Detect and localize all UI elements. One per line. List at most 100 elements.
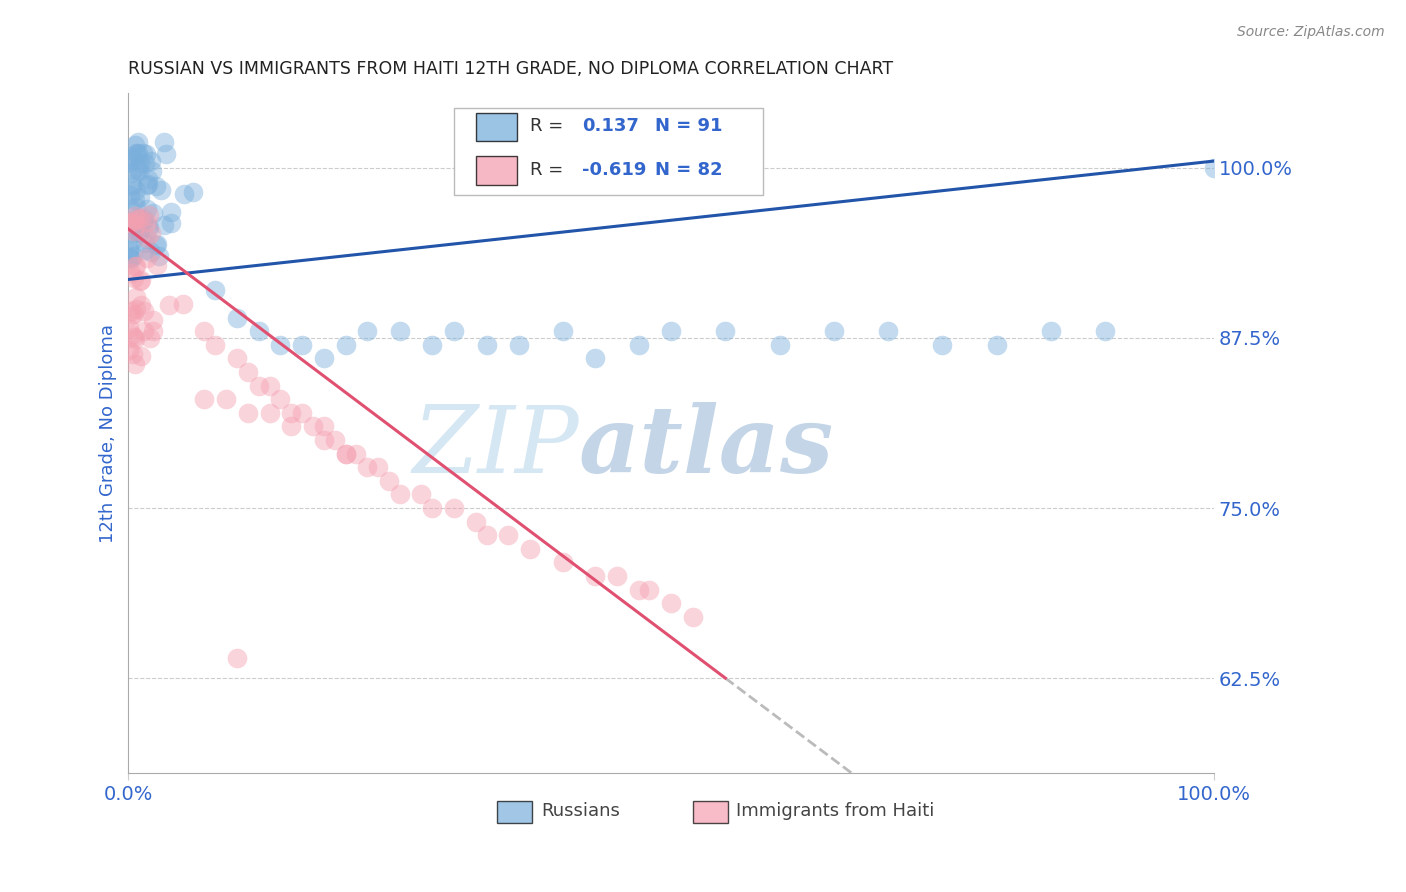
Y-axis label: 12th Grade, No Diploma: 12th Grade, No Diploma [100, 324, 117, 542]
Point [118, 154, 141, 169]
Point [388, 324, 411, 338]
Point [121, 179, 143, 194]
Text: RUSSIAN VS IMMIGRANTS FROM HAITI 12TH GRADE, NO DIPLOMA CORRELATION CHART: RUSSIAN VS IMMIGRANTS FROM HAITI 12TH GR… [128, 60, 894, 78]
Point [145, 238, 167, 252]
FancyBboxPatch shape [475, 156, 517, 185]
Point [124, 216, 146, 230]
Point [160, 216, 183, 230]
Point [344, 447, 367, 461]
Point [120, 252, 142, 266]
Point [145, 179, 167, 194]
Point [768, 337, 790, 351]
Point [335, 447, 357, 461]
Point [139, 153, 162, 168]
Point [146, 258, 169, 272]
Point [139, 227, 162, 241]
Point [134, 235, 156, 250]
Point [323, 433, 346, 447]
Point [118, 214, 141, 228]
Text: R =: R = [530, 118, 564, 136]
Point [141, 324, 163, 338]
Point [124, 214, 146, 228]
Point [127, 216, 149, 230]
Point [388, 487, 411, 501]
Point [498, 787, 520, 801]
Point [127, 211, 149, 225]
Point [132, 215, 155, 229]
Point [128, 226, 150, 240]
Point [627, 337, 650, 351]
Point [136, 178, 159, 193]
Text: N = 82: N = 82 [655, 161, 723, 179]
Point [122, 226, 145, 240]
Text: Russians: Russians [541, 802, 620, 820]
Point [312, 433, 335, 447]
Point [121, 328, 143, 343]
Point [124, 137, 146, 152]
Point [411, 487, 433, 501]
Point [134, 244, 156, 258]
Point [120, 266, 142, 280]
Point [118, 252, 141, 266]
Point [118, 244, 141, 258]
Point [498, 528, 520, 542]
Point [136, 215, 159, 229]
Point [129, 297, 152, 311]
Point [508, 337, 530, 351]
Point [141, 163, 163, 178]
Point [877, 324, 900, 338]
Point [132, 324, 155, 338]
Point [583, 569, 606, 583]
Text: atlas: atlas [579, 401, 834, 491]
Text: -0.619: -0.619 [582, 161, 647, 179]
Point [124, 260, 146, 274]
Point [125, 301, 148, 316]
Point [129, 273, 152, 287]
Point [117, 200, 139, 214]
Point [125, 217, 148, 231]
Point [121, 347, 143, 361]
Point [236, 406, 259, 420]
Point [157, 298, 180, 312]
Point [118, 149, 141, 163]
Point [155, 146, 177, 161]
Point [124, 260, 146, 274]
Point [335, 337, 357, 351]
Point [204, 283, 226, 297]
Point [475, 528, 498, 542]
Point [443, 324, 465, 338]
Point [124, 357, 146, 371]
Point [141, 244, 163, 259]
Point [1202, 161, 1225, 175]
Point [638, 582, 661, 597]
Point [367, 460, 389, 475]
Point [583, 351, 606, 366]
Point [135, 202, 157, 216]
Point [134, 156, 156, 170]
Text: 0.137: 0.137 [582, 118, 638, 136]
Point [125, 160, 148, 174]
Point [121, 178, 143, 192]
Point [138, 220, 160, 235]
Point [172, 297, 194, 311]
Point [443, 501, 465, 516]
Point [132, 211, 155, 226]
Point [259, 378, 281, 392]
Point [146, 236, 169, 251]
Point [127, 212, 149, 227]
Point [124, 224, 146, 238]
Point [269, 337, 291, 351]
Point [138, 208, 160, 222]
Point [142, 206, 165, 220]
Text: N = 91: N = 91 [655, 118, 723, 136]
Point [118, 320, 141, 334]
Point [226, 310, 249, 325]
Point [986, 337, 1008, 351]
Point [136, 230, 159, 244]
Point [1094, 324, 1116, 338]
Point [121, 218, 143, 232]
Point [291, 337, 314, 351]
Point [226, 351, 249, 366]
Point [120, 187, 142, 202]
Point [280, 419, 302, 434]
